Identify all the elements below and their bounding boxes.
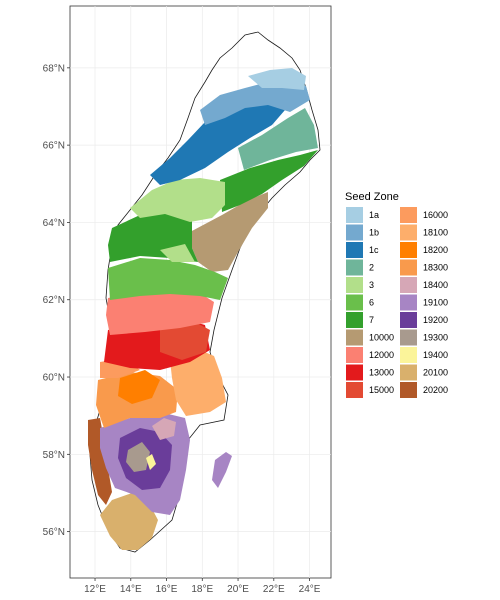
zone-10000 <box>190 192 268 272</box>
legend-swatch <box>346 294 363 311</box>
zone-20100 <box>100 492 158 550</box>
legend-swatch <box>346 259 363 276</box>
zone-2 <box>238 108 318 170</box>
legend-label: 18200 <box>423 245 448 255</box>
zone-19100-gotland <box>212 452 232 488</box>
legend-swatch <box>346 312 363 328</box>
zone-20200 <box>88 418 112 505</box>
legend-swatch <box>346 364 363 381</box>
legend: Seed Zone 1a 1b 1c 2 3 6 7 10000 12000 13000 15000… <box>345 191 448 398</box>
y-tick-label: 68°N <box>43 63 65 74</box>
zone-1c <box>150 100 285 185</box>
legend-swatch <box>400 294 417 311</box>
legend-swatch <box>400 224 417 241</box>
legend-label: 19200 <box>423 315 448 325</box>
legend-label: 18300 <box>423 263 448 273</box>
legend-label: 1a <box>369 210 379 220</box>
y-tick-label: 64°N <box>43 218 65 229</box>
y-tick-label: 66°N <box>43 141 65 152</box>
y-axis: 56°N 58°N 60°N 62°N 64°N 66°N 68°N <box>43 63 70 538</box>
legend-label: 15000 <box>369 385 394 395</box>
legend-swatch <box>346 224 363 241</box>
zone-6 <box>108 258 228 300</box>
legend-label: 1c <box>369 245 379 255</box>
x-tick-label: 18°E <box>191 584 213 595</box>
x-tick-label: 22°E <box>263 584 285 595</box>
legend-swatch <box>346 382 363 398</box>
legend-swatch <box>400 312 417 328</box>
legend-swatch <box>400 259 417 276</box>
zone-18200 <box>118 370 160 404</box>
zone-7 <box>108 150 318 262</box>
legend-swatch <box>346 329 363 346</box>
legend-swatch <box>346 207 363 223</box>
x-tick-label: 16°E <box>156 584 178 595</box>
legend-label: 18400 <box>423 280 448 290</box>
legend-swatch <box>346 347 363 363</box>
zone-15000 <box>160 322 210 360</box>
legend-swatch <box>400 277 417 293</box>
legend-swatch <box>346 277 363 293</box>
legend-swatch <box>400 347 417 363</box>
legend-label: 3 <box>369 280 374 290</box>
zone-18100 <box>170 350 226 416</box>
x-tick-label: 20°E <box>227 584 249 595</box>
zone-1a <box>248 68 306 90</box>
zone-19400 <box>146 454 156 470</box>
legend-swatch <box>400 364 417 381</box>
legend-label: 13000 <box>369 368 394 378</box>
legend-label: 19400 <box>423 350 448 360</box>
zone-12000 <box>106 290 214 335</box>
legend-label: 2 <box>369 263 374 273</box>
legend-label: 1b <box>369 228 379 238</box>
legend-label: 6 <box>369 298 374 308</box>
x-tick-label: 12°E <box>84 584 106 595</box>
country-outline <box>89 31 321 553</box>
x-axis: 12°E 14°E 16°E 18°E 20°E 22°E 24°E <box>84 578 321 595</box>
legend-label: 12000 <box>369 350 394 360</box>
legend-label: 20100 <box>423 368 448 378</box>
legend-label: 16000 <box>423 210 448 220</box>
zone-3 <box>130 178 225 262</box>
legend-swatch <box>400 207 417 223</box>
legend-label: 19100 <box>423 298 448 308</box>
zone-18400 <box>152 418 176 440</box>
legend-swatch <box>400 329 417 346</box>
x-tick-label: 14°E <box>120 584 142 595</box>
legend-label: 10000 <box>369 333 394 343</box>
zone-1b <box>200 80 310 125</box>
legend-label: 20200 <box>423 385 448 395</box>
legend-label: 19300 <box>423 333 448 343</box>
legend-swatch <box>346 242 363 258</box>
y-tick-label: 60°N <box>43 373 65 384</box>
legend-title: Seed Zone <box>345 191 399 203</box>
legend-label: 18100 <box>423 228 448 238</box>
y-tick-label: 62°N <box>43 295 65 306</box>
y-tick-label: 58°N <box>43 450 65 461</box>
legend-swatch <box>400 382 417 398</box>
x-tick-label: 24°E <box>299 584 321 595</box>
zone-19300 <box>126 442 150 472</box>
y-tick-label: 56°N <box>43 527 65 538</box>
legend-label: 7 <box>369 315 374 325</box>
legend-swatch <box>400 242 417 258</box>
